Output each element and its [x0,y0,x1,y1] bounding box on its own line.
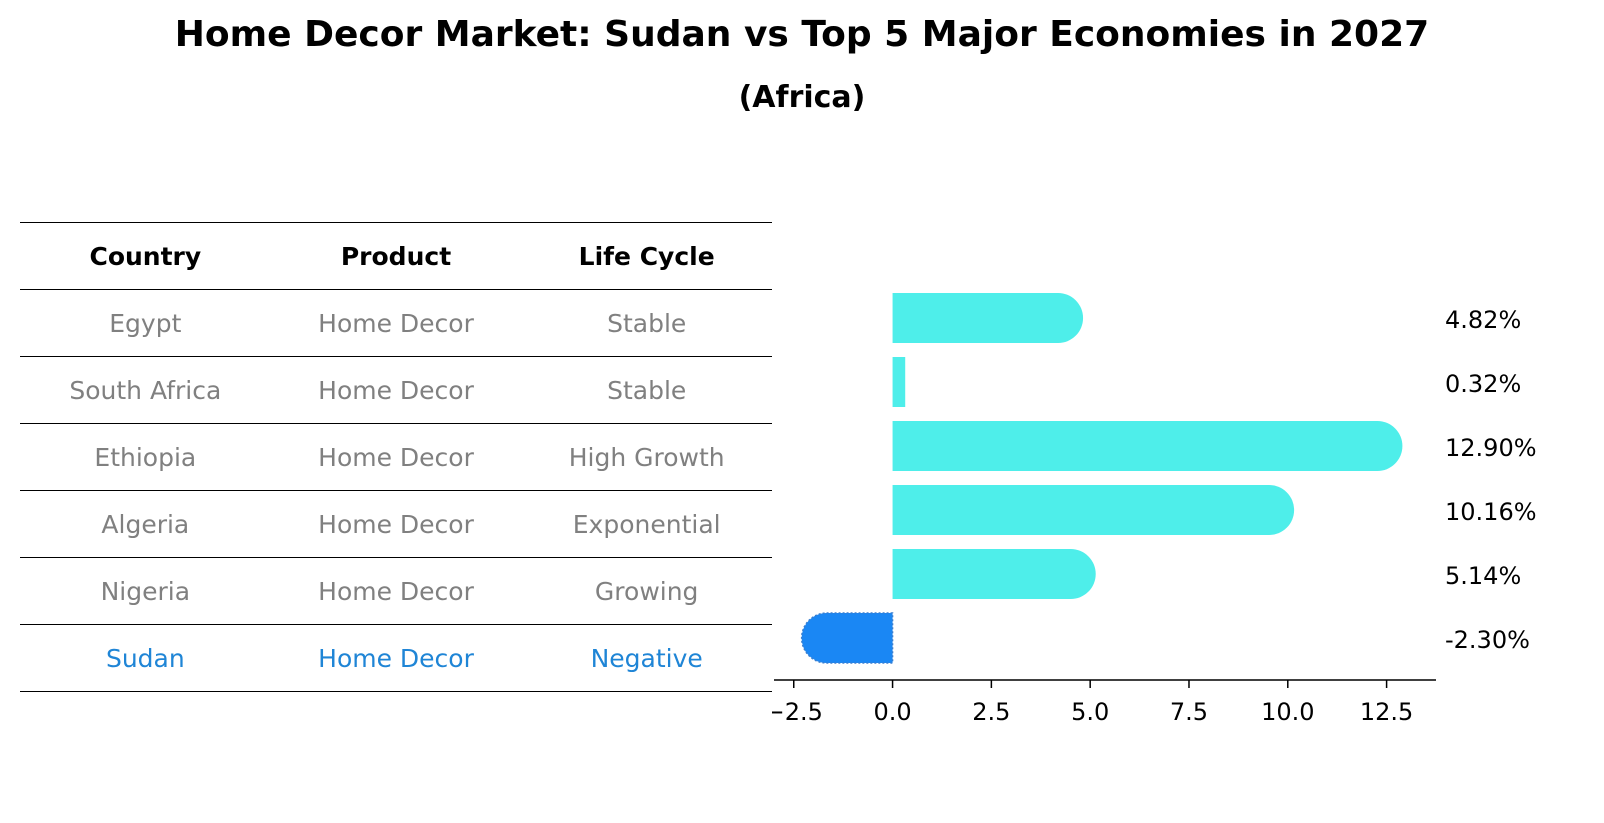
table-row: Algeria Home Decor Exponential [20,490,772,557]
table-row-highlighted: Sudan Home Decor Negative [20,624,772,692]
bar-egypt [892,293,1084,343]
table-row: Egypt Home Decor Stable [20,289,772,356]
table-row: Nigeria Home Decor Growing [20,557,772,624]
life-cycle-cell: Negative [590,643,703,673]
bar-south-africa [892,357,906,407]
column-header-life-cycle: Life Cycle [578,241,715,271]
x-tick-label: −2.5 [772,698,823,726]
product-cell: Home Decor [318,442,474,472]
bar-value-label: 0.32% [1445,370,1521,398]
country-cell: Egypt [109,308,182,338]
x-tick-label: 7.5 [1170,698,1208,726]
x-tick-label: 10.0 [1261,698,1314,726]
chart-subtitle: (Africa) [738,80,866,115]
chart-title: Home Decor Market: Sudan vs Top 5 Major … [174,14,1430,55]
bar-ethiopia [892,421,1403,471]
bar-nigeria [892,549,1096,599]
bar-value-label: 12.90% [1445,434,1537,462]
bar-sudan [801,612,894,664]
product-cell: Home Decor [318,375,474,405]
country-cell: South Africa [69,375,222,405]
life-cycle-cell: High Growth [568,442,725,472]
x-tick-label: 5.0 [1071,698,1109,726]
x-tick-label: 12.5 [1360,698,1413,726]
table-row: South Africa Home Decor Stable [20,356,772,423]
country-table: Country Product Life Cycle Egypt Home De… [20,222,772,692]
bar-value-label: 5.14% [1445,562,1521,590]
country-cell: Ethiopia [94,442,197,472]
country-cell: Nigeria [100,576,191,606]
column-header-product: Product [340,241,452,271]
x-tick-label: 0.0 [873,698,911,726]
country-cell: Sudan [105,643,185,673]
product-cell: Home Decor [318,643,474,673]
bar-value-label: -2.30% [1445,626,1530,654]
table-row: Ethiopia Home Decor High Growth [20,423,772,490]
product-cell: Home Decor [318,576,474,606]
bar-chart: 4.82% 0.32% 12.90% 10.16% 5.14% -2.30% −2.5 0.0… [772,293,1537,726]
life-cycle-cell: Exponential [572,509,721,539]
column-header-country: Country [89,241,202,271]
product-cell: Home Decor [318,308,474,338]
x-tick-label: 2.5 [972,698,1010,726]
life-cycle-cell: Stable [607,308,687,338]
table-header-row: Country Product Life Cycle [20,222,772,289]
life-cycle-cell: Stable [607,375,687,405]
bar-algeria [892,485,1295,535]
life-cycle-cell: Growing [594,576,699,606]
bar-value-label: 4.82% [1445,306,1521,334]
bar-value-label: 10.16% [1445,498,1537,526]
product-cell: Home Decor [318,509,474,539]
country-cell: Algeria [101,509,190,539]
